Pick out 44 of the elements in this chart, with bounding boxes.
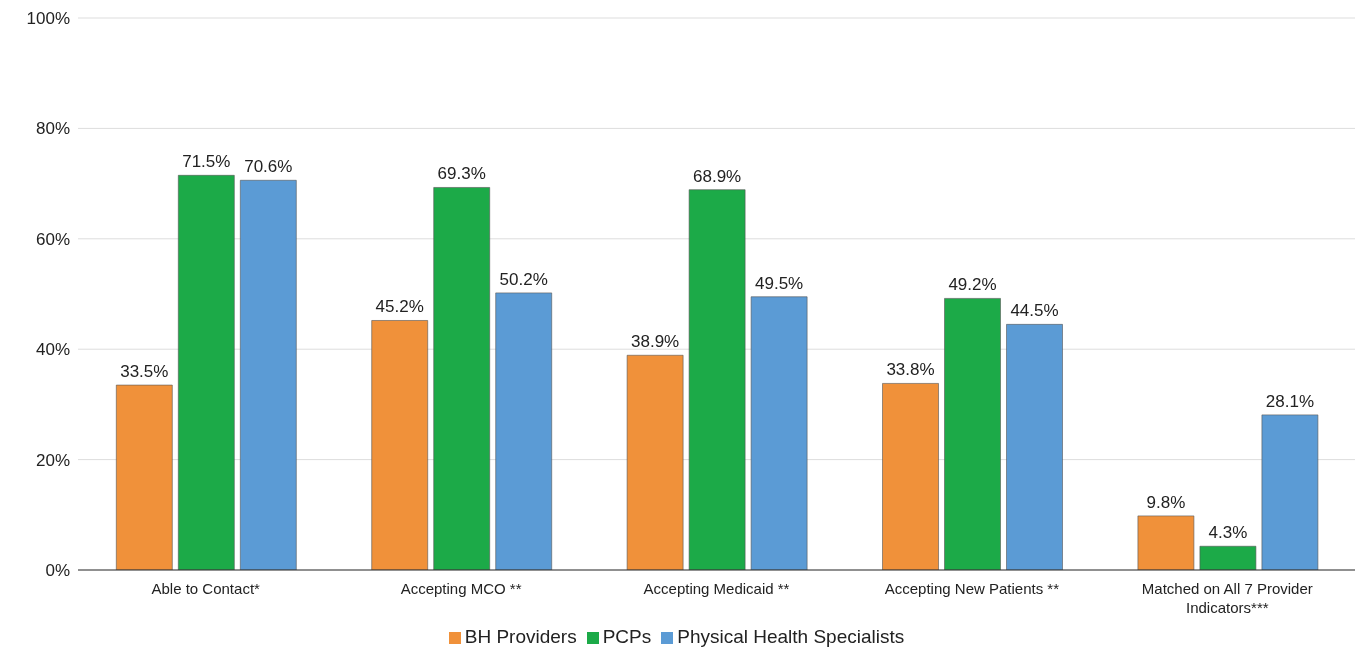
bar [750, 296, 808, 570]
legend-label: PCPs [602, 626, 652, 647]
y-tick-label: 100% [26, 9, 70, 29]
bar [178, 175, 235, 570]
bar [688, 189, 746, 570]
bar [371, 320, 429, 570]
x-tick-label: Accepting Medicaid ** [643, 580, 790, 597]
data-label: 28.1% [1265, 391, 1315, 411]
bar [944, 298, 1001, 570]
x-tick-label: Able to Contact* [151, 580, 261, 597]
data-label: 71.5% [182, 152, 231, 172]
x-tick-label: Accepting MCO ** [400, 580, 522, 597]
legend-label: Physical Health Specialists [677, 626, 905, 647]
data-label: 45.2% [375, 297, 424, 317]
y-tick-label: 40% [35, 340, 70, 360]
data-label: 49.2% [948, 275, 997, 295]
data-label: 68.9% [693, 166, 742, 186]
bar [116, 384, 173, 570]
data-label: 33.5% [120, 362, 169, 382]
y-tick-label: 80% [35, 119, 70, 139]
data-label: 4.3% [1208, 523, 1248, 543]
bar [626, 354, 684, 570]
data-label: 70.6% [244, 157, 293, 177]
bar [240, 179, 297, 570]
bar [433, 187, 491, 570]
x-tick-label: Accepting New Patients ** [884, 580, 1060, 597]
bar [1261, 414, 1319, 570]
data-label: 33.8% [886, 360, 935, 380]
legend-label: BH Providers [464, 626, 577, 647]
data-label: 44.5% [1010, 301, 1059, 321]
data-label: 38.9% [631, 332, 680, 352]
y-tick-label: 20% [35, 450, 70, 470]
y-tick-label: 0% [45, 561, 70, 581]
bar [495, 292, 553, 570]
y-tick-label: 60% [35, 229, 70, 249]
data-label: 69.3% [437, 164, 486, 184]
bar [1199, 545, 1257, 570]
data-label: 50.2% [499, 269, 548, 289]
data-label: 9.8% [1146, 492, 1186, 512]
bar [1137, 515, 1195, 570]
x-tick-label: Matched on All 7 Provider Indicators*** [1141, 580, 1313, 616]
bar [1006, 324, 1063, 570]
data-label: 49.5% [755, 273, 804, 293]
bar [882, 383, 939, 570]
